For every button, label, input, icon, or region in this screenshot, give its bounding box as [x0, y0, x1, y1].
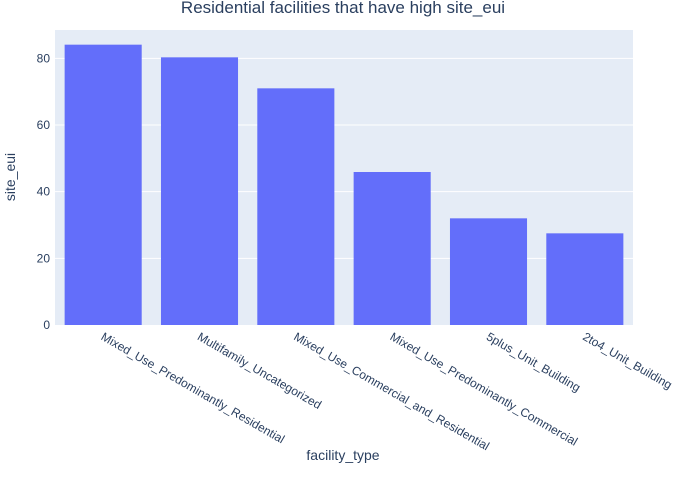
- y-tick-label: 40: [37, 185, 51, 199]
- y-tick-label: 20: [37, 251, 51, 265]
- y-tick-labels: 0 20 40 60 80: [37, 51, 51, 332]
- gridlines: [55, 57, 633, 259]
- bar[interactable]: [160, 57, 239, 325]
- bar[interactable]: [353, 172, 431, 325]
- x-tick-label: Mixed_Use_Commercial_and_Residential: [291, 329, 492, 453]
- bars: [64, 44, 624, 326]
- bar[interactable]: [546, 233, 624, 325]
- x-tick-label: 5plus_Unit_Building: [484, 329, 583, 394]
- y-axis-title: site_eui: [2, 153, 18, 201]
- x-tick-label: Mixed_Use_Predominantly_Residential: [99, 329, 287, 446]
- y-tick-label: 80: [37, 51, 51, 65]
- x-axis-title: facility_type: [306, 447, 379, 463]
- bar[interactable]: [449, 218, 528, 325]
- x-tick-label: Mixed_Use_Predominantly_Commercial: [388, 329, 580, 448]
- bar[interactable]: [64, 44, 142, 326]
- x-tick-label: 2to4_Unit_Building: [580, 329, 674, 391]
- x-tick-labels: Mixed_Use_Predominantly_ResidentialMulti…: [99, 329, 675, 453]
- chart-title: Residential facilities that have high si…: [181, 0, 505, 17]
- plot-area: [55, 30, 633, 325]
- bar[interactable]: [257, 88, 335, 325]
- y-tick-label: 60: [37, 118, 51, 132]
- y-tick-label: 0: [43, 318, 50, 332]
